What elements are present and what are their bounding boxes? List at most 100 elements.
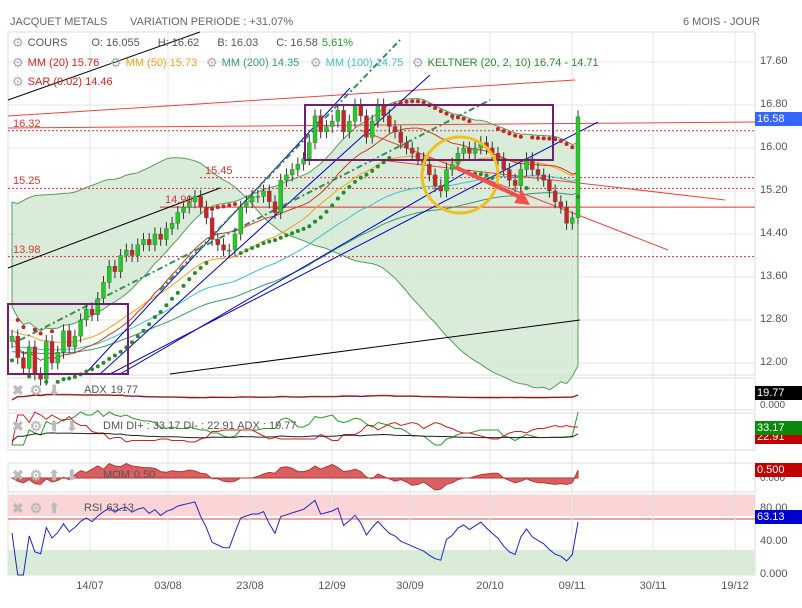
- rsi-legend: RSI 63.13: [84, 502, 134, 514]
- sar-dot: [95, 364, 100, 369]
- rsi-line: [11, 499, 579, 576]
- gear-icon[interactable]: ⚙: [29, 467, 43, 483]
- gear-icon[interactable]: ⚙: [29, 500, 43, 516]
- sar-dot: [330, 203, 335, 208]
- gear-icon[interactable]: ⚙: [29, 382, 43, 398]
- sar-dot: [187, 277, 192, 282]
- candle: [552, 190, 558, 202]
- sar-dot: [232, 202, 237, 207]
- sar-dot: [284, 233, 289, 238]
- candle: [324, 126, 329, 133]
- candle: [547, 180, 552, 192]
- sar-dot: [341, 190, 346, 195]
- y-tick-label: 12.80: [760, 313, 788, 325]
- highlight-box: [7, 303, 129, 375]
- candle: [358, 104, 363, 116]
- legend-mm200: ⚙ MM (200) 14.35: [206, 55, 299, 71]
- close-icon[interactable]: ✖: [12, 467, 24, 483]
- candle: [187, 201, 192, 208]
- arrow-up-icon[interactable]: ⬆: [48, 418, 61, 434]
- rsi-overbought-zone: [8, 495, 755, 516]
- sar-dot: [141, 328, 146, 333]
- sar-dot: [347, 184, 352, 189]
- sar-dot: [261, 241, 266, 246]
- sar-dot: [215, 205, 220, 210]
- sar-dot: [112, 353, 117, 358]
- sar-dot: [147, 322, 152, 327]
- arrow-shaft: [454, 165, 523, 200]
- arrow-head: [514, 190, 530, 205]
- close-value: C: 16.58: [276, 37, 318, 49]
- candle: [21, 357, 26, 369]
- arrow-down-icon[interactable]: ⬇: [66, 467, 78, 483]
- rsi-value-box: 63.13: [755, 510, 802, 524]
- sar-label: SAR (0.02) 14.46: [27, 76, 113, 88]
- x-tick-label: 03/08: [154, 580, 182, 592]
- rsi-label: RSI: [84, 502, 103, 514]
- sar-dot: [335, 196, 340, 201]
- close-icon[interactable]: ✖: [12, 418, 24, 434]
- sar-dot: [370, 168, 375, 173]
- y-tick-label: 14.40: [760, 227, 788, 239]
- sar-dot: [107, 356, 112, 361]
- arrow-down-icon[interactable]: ⬇: [48, 382, 61, 398]
- gear-icon[interactable]: ⚙: [12, 35, 24, 50]
- candle: [575, 116, 581, 219]
- trendline: [7, 121, 756, 129]
- sar-dot: [198, 265, 203, 270]
- sar-dot: [238, 251, 243, 256]
- close-icon[interactable]: ✖: [12, 382, 24, 398]
- candle: [238, 206, 243, 235]
- sar-dot: [244, 248, 249, 253]
- arrow-up-icon[interactable]: ⬆: [48, 500, 61, 516]
- sar-dot: [313, 219, 318, 224]
- sar-dot: [381, 160, 386, 165]
- trendline: [7, 31, 201, 101]
- candle: [204, 206, 209, 219]
- candle: [152, 233, 158, 245]
- candle: [147, 239, 152, 245]
- gear-icon[interactable]: ⚙: [310, 55, 322, 70]
- gear-icon[interactable]: ⚙: [12, 55, 24, 70]
- adx-controls: ✖ ⚙ ⬇: [12, 382, 60, 399]
- mom-controls: ✖ ⚙ ⬆ ⬇: [12, 467, 78, 484]
- candle: [284, 174, 289, 181]
- candle: [209, 217, 215, 240]
- gear-icon[interactable]: ⚙: [110, 55, 122, 70]
- mm20-label: MM (20) 15.76: [27, 57, 100, 69]
- sar-dot: [27, 374, 32, 379]
- sar-dot: [495, 126, 500, 131]
- candle: [301, 158, 306, 165]
- sar-dot: [507, 131, 512, 136]
- gear-icon[interactable]: ⚙: [29, 418, 43, 434]
- arrow-up-icon[interactable]: ⬆: [48, 467, 61, 483]
- legend-sar: ⚙ SAR (0.02) 14.46: [12, 74, 113, 90]
- sar-dot: [433, 105, 438, 110]
- close-icon[interactable]: ✖: [12, 500, 24, 516]
- adx-value: 19.77: [110, 384, 139, 396]
- y-tick-label: 13.60: [760, 270, 788, 282]
- sar-dot: [67, 376, 72, 381]
- gear-icon[interactable]: ⚙: [206, 55, 218, 70]
- mom-value-box: 0.500: [755, 463, 802, 477]
- arrow-down-icon[interactable]: ⬇: [66, 418, 78, 434]
- candle: [564, 206, 569, 224]
- sar-dot: [295, 229, 300, 234]
- y-tick-label: 15.20: [760, 184, 788, 196]
- x-tick-label: 30/11: [639, 580, 667, 592]
- diplus-value-box: 33.17: [755, 421, 802, 435]
- panel-frame: [7, 31, 756, 376]
- gear-icon[interactable]: ⚙: [12, 74, 24, 89]
- candle: [404, 142, 409, 149]
- candle: [61, 330, 66, 353]
- sar-dot: [461, 116, 466, 121]
- candle: [410, 147, 415, 154]
- cours-label: COURS: [27, 37, 68, 49]
- candle: [364, 115, 369, 138]
- gear-icon[interactable]: ⚙: [412, 55, 424, 70]
- period-selector[interactable]: 6 MOIS - JOUR: [683, 16, 761, 28]
- dmi-controls: ✖ ⚙ ⬆ ⬇: [12, 418, 78, 435]
- y-tick-label: 16.80: [760, 98, 788, 110]
- candle: [295, 163, 301, 170]
